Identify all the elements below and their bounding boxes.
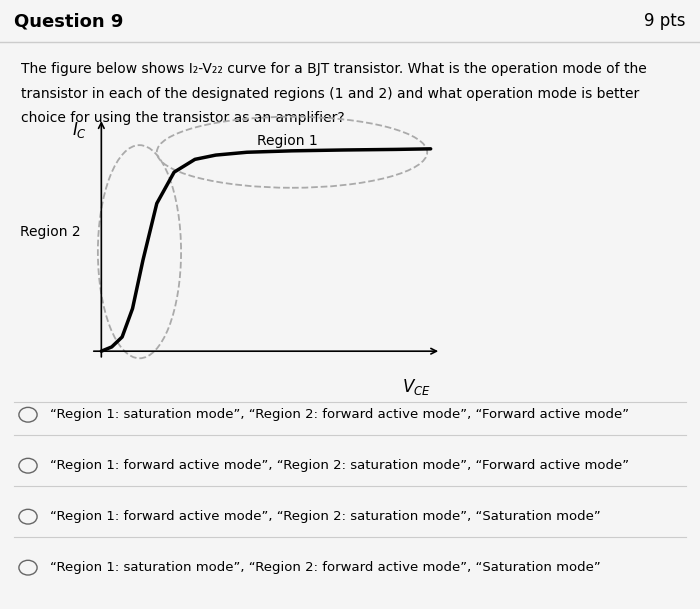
Text: $V_{CE}$: $V_{CE}$: [402, 377, 430, 397]
Text: choice for using the transistor as an amplifier?: choice for using the transistor as an am…: [21, 111, 344, 125]
Text: transistor in each of the designated regions (1 and 2) and what operation mode i: transistor in each of the designated reg…: [21, 87, 639, 101]
Text: 9 pts: 9 pts: [645, 12, 686, 30]
Text: Region 1: Region 1: [257, 135, 317, 149]
Text: “Region 1: saturation mode”, “Region 2: forward active mode”, “Saturation mode”: “Region 1: saturation mode”, “Region 2: …: [50, 561, 601, 574]
Text: Question 9: Question 9: [14, 12, 123, 30]
Text: “Region 1: saturation mode”, “Region 2: forward active mode”, “Forward active mo: “Region 1: saturation mode”, “Region 2: …: [50, 408, 629, 421]
Text: “Region 1: forward active mode”, “Region 2: saturation mode”, “Forward active mo: “Region 1: forward active mode”, “Region…: [50, 459, 629, 472]
Text: Region 2: Region 2: [20, 225, 80, 239]
Text: $I_C$: $I_C$: [73, 119, 88, 139]
Text: “Region 1: forward active mode”, “Region 2: saturation mode”, “Saturation mode”: “Region 1: forward active mode”, “Region…: [50, 510, 601, 523]
Text: The figure below shows I₂-V₂₂ curve for a BJT transistor. What is the operation : The figure below shows I₂-V₂₂ curve for …: [21, 63, 647, 77]
